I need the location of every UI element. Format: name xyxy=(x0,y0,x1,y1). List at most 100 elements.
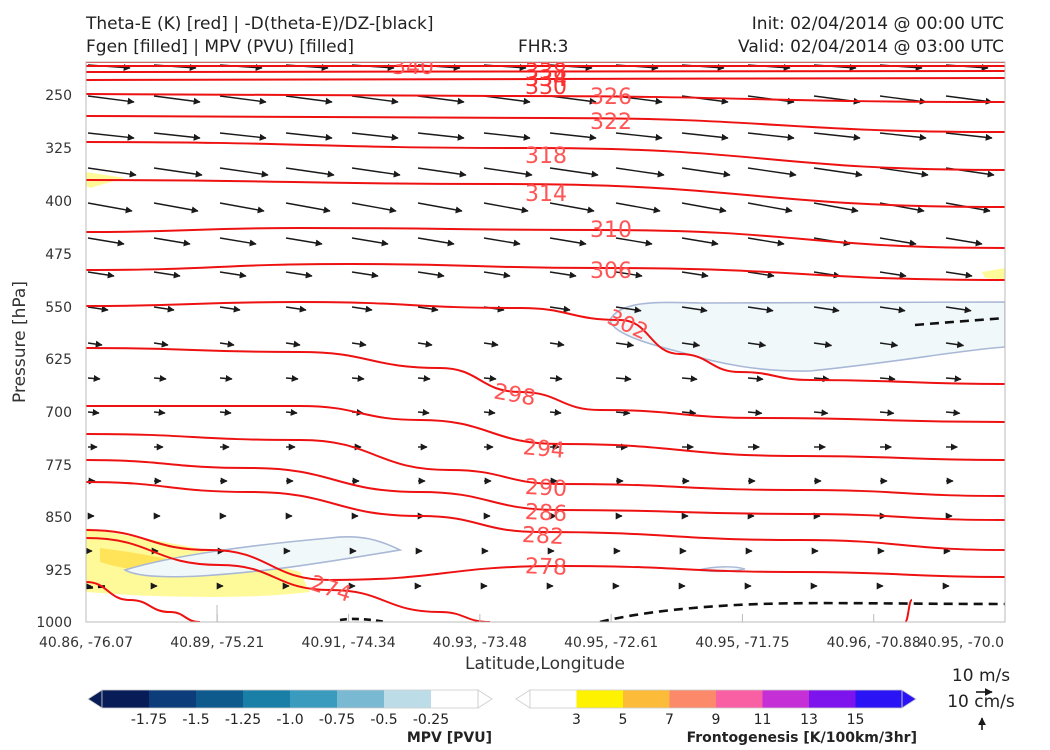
colorbar-segment xyxy=(337,690,385,708)
theta-e-contour xyxy=(86,226,1005,249)
theta-e-contour xyxy=(86,581,201,622)
wind-vector xyxy=(615,132,663,141)
wind-vector xyxy=(351,167,401,178)
wind-vector xyxy=(219,340,235,348)
theta-e-contour-label: 310 xyxy=(590,218,632,243)
wind-vector xyxy=(219,95,267,105)
wind-vector xyxy=(417,408,430,416)
x-tick-label: 40.95, -70.0 xyxy=(919,635,1004,651)
title-line-2: Fgen [filled] | MPV (PVU) [filled] xyxy=(86,37,355,57)
wind-vector xyxy=(747,271,775,279)
wind-vector xyxy=(483,202,529,214)
wind-vector xyxy=(549,340,565,348)
theta-e-contour xyxy=(86,77,1005,81)
theta-e-contour-label: 340 xyxy=(392,55,434,80)
wind-vector xyxy=(681,409,697,417)
x-tick-label: 40.95, -71.75 xyxy=(695,635,789,651)
theta-e-contour-label: 314 xyxy=(525,182,567,207)
colorbar-tick-label: 7 xyxy=(665,712,674,728)
wind-vector xyxy=(813,132,861,141)
wind-vector xyxy=(945,271,973,279)
y-tick-label: 625 xyxy=(45,352,72,368)
wind-vector xyxy=(681,271,709,279)
wind-vector xyxy=(813,306,840,314)
wind-vector xyxy=(681,237,719,247)
wind-vector xyxy=(483,167,533,178)
wind-vector xyxy=(813,341,833,349)
colorbar-segment xyxy=(149,690,197,708)
colorbar-extend-left xyxy=(87,689,103,709)
wind-vector xyxy=(681,167,731,178)
wind-vector xyxy=(549,305,571,313)
wind-vector xyxy=(549,271,577,279)
colorbar-tick-label: 13 xyxy=(800,712,818,728)
theta-e-contour-label: 298 xyxy=(492,380,538,412)
wind-vector xyxy=(483,132,531,141)
colorbar-segment xyxy=(290,690,338,708)
colorbar-tick-label: -1.0 xyxy=(276,712,303,728)
wind-vector xyxy=(549,202,595,214)
theta-e-contour xyxy=(86,529,1005,582)
wind-vector xyxy=(285,95,333,105)
y-tick-label: 925 xyxy=(45,563,72,579)
y-tick-label: 775 xyxy=(45,458,72,474)
colorbar-tick-label: 11 xyxy=(754,712,772,728)
theta-e-contour-label: 318 xyxy=(525,144,567,169)
wind-vector xyxy=(747,202,793,214)
wind-vector xyxy=(153,167,203,178)
theta-e-contour-label: 278 xyxy=(525,554,568,580)
stability-contour-left-low xyxy=(86,584,109,590)
wind-vector xyxy=(285,237,323,247)
wind-vector xyxy=(219,132,267,141)
wind-vector xyxy=(351,202,397,214)
colorbar-tick-label: 5 xyxy=(619,712,628,728)
wind-vector xyxy=(153,374,167,382)
theta-e-contour-label: 286 xyxy=(524,500,567,527)
colorbar-segment xyxy=(623,690,670,708)
colorbar-tick-label: -1.25 xyxy=(225,712,261,728)
colorbar-extend-left xyxy=(515,689,531,709)
wind-vector xyxy=(417,305,439,313)
wind-vector xyxy=(879,167,929,178)
wind-vector xyxy=(681,375,698,383)
y-tick-label: 250 xyxy=(45,88,72,104)
colorbar-segment xyxy=(669,690,717,708)
theta-e-contour xyxy=(86,115,1005,133)
wind-vector xyxy=(417,374,431,382)
vector-key-label-1: 10 m/s xyxy=(952,666,1010,686)
wind-vector xyxy=(417,132,465,141)
colorbar-tick-label: 15 xyxy=(847,712,865,728)
wind-vector xyxy=(87,132,135,141)
wind-vector xyxy=(351,374,365,382)
wind-vector xyxy=(219,374,233,382)
wind-vector xyxy=(219,237,257,247)
wind-vector xyxy=(945,306,972,314)
colorbar-extend-right xyxy=(901,689,917,709)
wind-vector xyxy=(879,237,917,247)
wind-vector xyxy=(747,409,763,417)
wind-vector xyxy=(285,132,333,141)
wind-vector xyxy=(615,167,665,178)
fgen-fill-right-edge xyxy=(982,268,1005,280)
theta-e-contour-label: 330 xyxy=(525,75,567,100)
wind-vector xyxy=(879,132,927,141)
wind-vector xyxy=(615,341,635,349)
wind-vector xyxy=(483,408,496,416)
x-tick-label: 40.95, -72.61 xyxy=(564,635,658,651)
wind-vector xyxy=(285,167,335,178)
mpv-colorbar-label: MPV [PVU] xyxy=(407,730,492,746)
wind-vector xyxy=(813,409,829,417)
wind-vector xyxy=(945,375,962,383)
wind-vector xyxy=(813,202,859,214)
wind-vector xyxy=(483,374,497,382)
theta-e-contour xyxy=(86,93,1005,103)
wind-vector xyxy=(351,305,373,313)
theta-e-contour xyxy=(86,141,1005,171)
y-tick-label: 700 xyxy=(45,405,72,421)
theta-e-contour-label: 274 xyxy=(307,571,355,608)
wind-vector xyxy=(483,271,511,279)
x-tick-label: 40.93, -73.48 xyxy=(433,635,527,651)
wind-vector xyxy=(87,340,103,348)
y-axis-ticks: 250 325 400 475 550 625 700 775 850 925 1000 xyxy=(36,88,72,631)
